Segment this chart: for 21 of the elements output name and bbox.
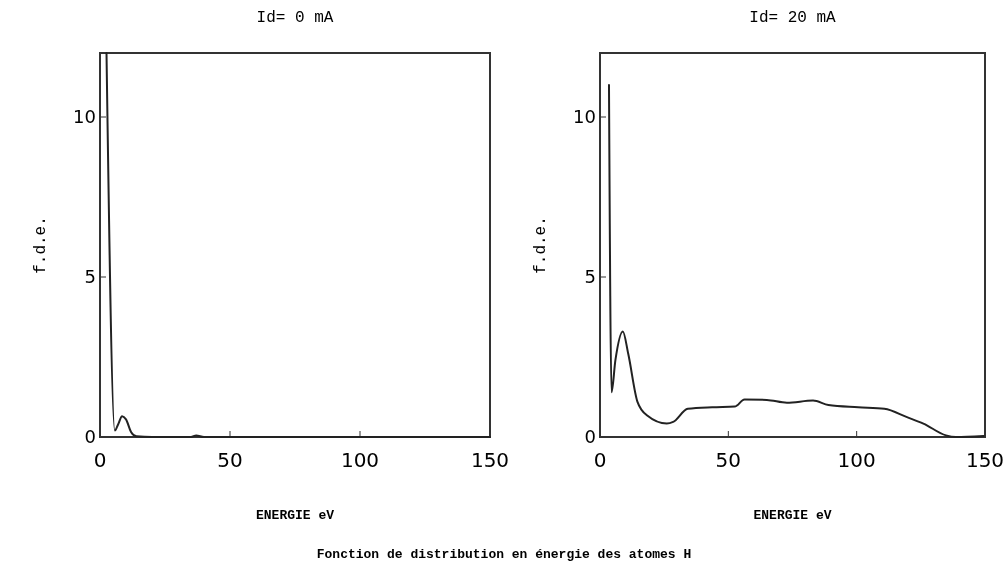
- y-tick-label: 0: [84, 426, 96, 448]
- y-axis-title: f.d.e.: [32, 216, 50, 274]
- x-tick-label: 50: [715, 448, 742, 472]
- line-series: [105, 52, 491, 438]
- x-tick-label: 150: [965, 448, 1005, 472]
- y-tick-label: 5: [84, 266, 96, 288]
- x-tick-label: 100: [837, 448, 876, 472]
- y-tick-label: 10: [573, 106, 596, 128]
- x-tick-label: 100: [340, 448, 380, 472]
- x-axis-title: ENERGIE eV: [753, 508, 832, 523]
- x-axis-title: ENERGIE eV: [255, 508, 335, 523]
- y-tick-label: 10: [73, 106, 96, 128]
- x-tick-label: 150: [470, 448, 510, 472]
- line-series: [607, 84, 985, 438]
- chart-title: Id= 0 mA: [256, 9, 334, 27]
- chart-title: Id= 20 mA: [749, 9, 837, 27]
- y-tick-label: 5: [584, 266, 596, 288]
- text: Fonction de distribution en énergie des atomes H: [316, 547, 692, 562]
- y-axis-title: f.d.e.: [532, 216, 550, 274]
- x-tick-label: 50: [217, 448, 243, 472]
- y-tick-label: 0: [584, 426, 596, 448]
